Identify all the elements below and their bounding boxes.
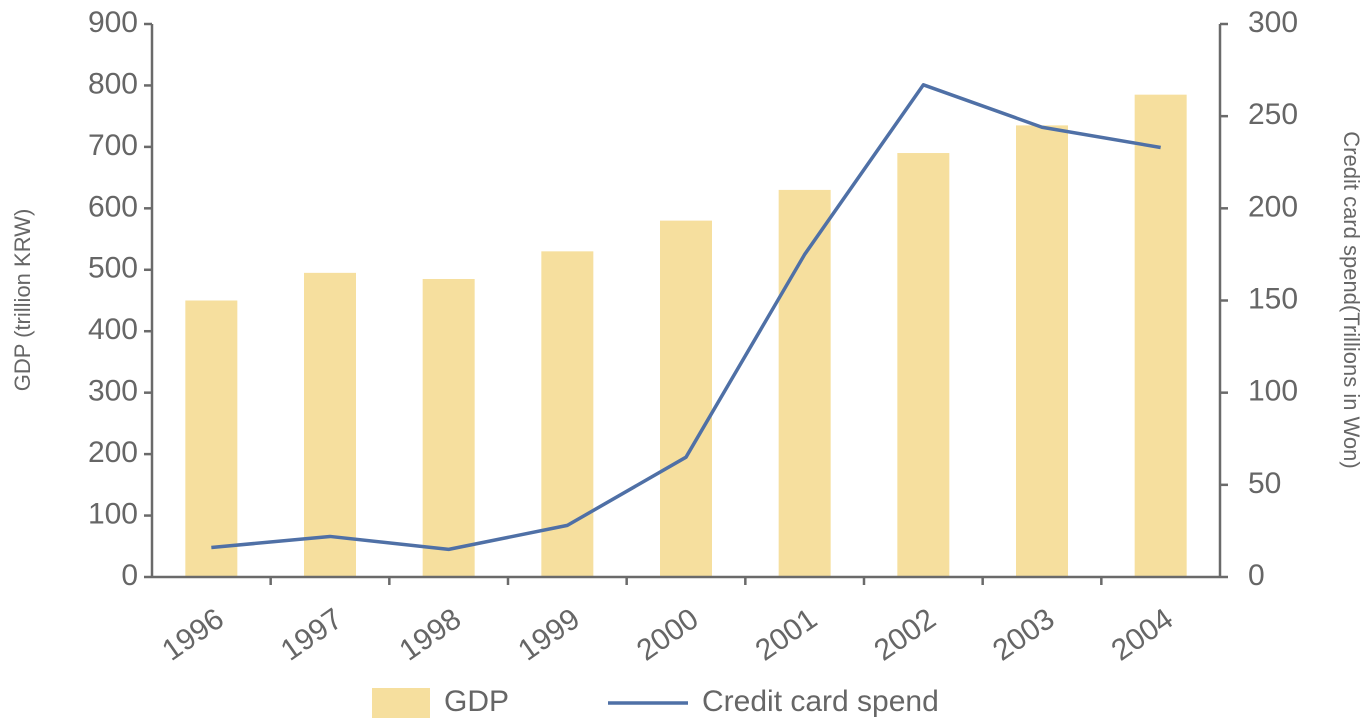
x-tick-label: 1996 [156, 602, 230, 667]
x-tick-label: 2003 [987, 602, 1061, 667]
y-tick-label: 500 [88, 252, 138, 285]
legend-swatch [372, 688, 430, 718]
bar [1016, 125, 1068, 577]
x-tick-label: 1998 [394, 602, 468, 667]
x-tick-label: 1999 [512, 602, 586, 667]
y2-tick-label: 200 [1248, 190, 1298, 223]
y-tick-label: 900 [88, 6, 138, 39]
legend-label: GDP [444, 685, 509, 718]
y-tick-label: 0 [121, 559, 138, 592]
y-tick-label: 400 [88, 313, 138, 346]
y-tick-label: 700 [88, 129, 138, 162]
bar [897, 153, 950, 578]
line [211, 83, 1161, 552]
y2-tick-label: 250 [1248, 98, 1298, 131]
y-tick-label: 600 [88, 190, 138, 223]
y2-tick-label: 150 [1248, 282, 1298, 315]
y-tick-label: 800 [88, 67, 138, 100]
x-tick-label: 2001 [750, 602, 824, 667]
bar [660, 220, 712, 577]
bar [1134, 94, 1187, 578]
y-tick-label: 100 [88, 497, 138, 530]
y2-tick-label: 300 [1248, 6, 1298, 39]
y2-tick-label: 50 [1248, 467, 1281, 500]
y2-tick-label: 0 [1248, 559, 1265, 592]
y-tick-label: 300 [88, 375, 138, 408]
x-tick-label: 2000 [631, 602, 705, 667]
y-tick-label: 200 [88, 436, 138, 469]
bar [422, 278, 475, 577]
y-axis-title: GDP (trillion KRW) [10, 209, 35, 392]
y2-tick-label: 100 [1248, 375, 1298, 408]
bar [778, 189, 831, 577]
bar [304, 272, 356, 577]
bar [185, 300, 238, 577]
x-tick-label: 1997 [275, 602, 349, 667]
y2-axis-title: Credit card spend(Trillions in Won) [1339, 131, 1364, 468]
x-tick-label: 2004 [1106, 602, 1180, 667]
legend-label: Credit card spend [702, 685, 939, 718]
x-tick-label: 2002 [868, 602, 942, 667]
bar [541, 251, 594, 577]
